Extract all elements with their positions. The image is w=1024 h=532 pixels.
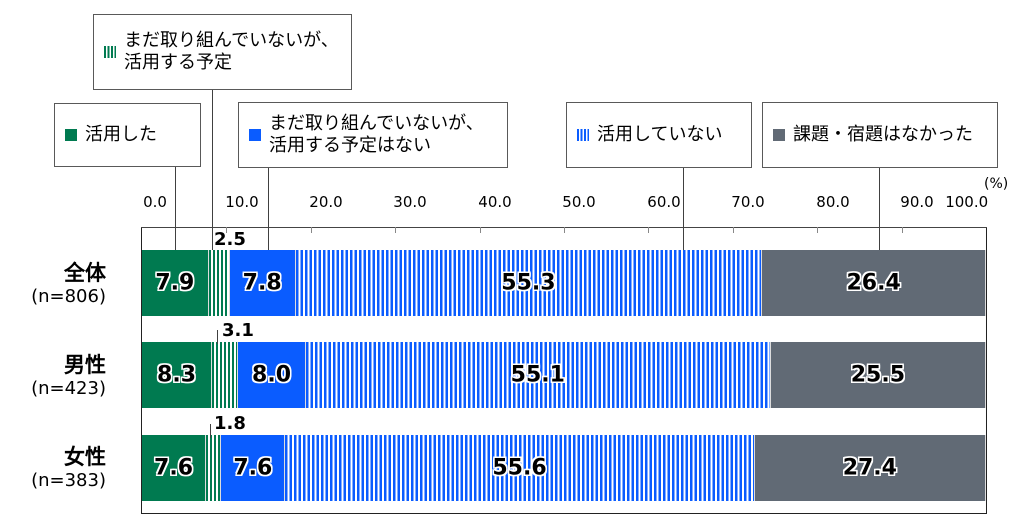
bar-value: 8.3 bbox=[157, 362, 197, 388]
x-tick-label: 100.0 bbox=[945, 193, 989, 211]
x-tick-label: 60.0 bbox=[647, 193, 681, 211]
bar-row-total: 7.9 7.8 55.3 26.4 bbox=[142, 250, 986, 316]
legend-item-none: 課題・宿題はなかった bbox=[762, 102, 998, 168]
legend-none-text: 課題・宿題はなかった bbox=[793, 124, 973, 145]
green-stripe-swatch-icon bbox=[104, 46, 116, 58]
legend-item-plan: まだ取り組んでいないが、 活用する予定 bbox=[93, 14, 352, 90]
legend-noplan-text: まだ取り組んでいないが、 活用する予定はない bbox=[269, 113, 484, 157]
bar-value: 26.4 bbox=[846, 270, 901, 296]
x-axis-tick bbox=[733, 227, 734, 233]
gray-swatch-icon bbox=[773, 129, 785, 141]
x-tick-label: 20.0 bbox=[309, 193, 343, 211]
bar-row-female: 7.6 7.6 55.6 27.4 bbox=[142, 435, 986, 501]
row-label-male: 男性 (n=423) bbox=[31, 352, 106, 400]
legend-plan-line2: 活用する予定 bbox=[124, 52, 232, 73]
legend-noplan-line1: まだ取り組んでいないが、 bbox=[269, 113, 484, 134]
green-swatch-icon bbox=[65, 129, 77, 141]
bar-value: 55.3 bbox=[501, 270, 556, 296]
row-title: 女性 bbox=[64, 445, 106, 469]
x-tick-label: 90.0 bbox=[900, 193, 934, 211]
leader-line-noplan bbox=[268, 168, 269, 260]
bar-segment-used: 8.3 bbox=[142, 342, 213, 408]
leader-line-none bbox=[879, 168, 880, 260]
bar-value: 7.8 bbox=[242, 270, 282, 296]
leader-line-plan bbox=[212, 90, 213, 250]
bar-segment-used: 7.9 bbox=[142, 250, 209, 316]
bar-segment-none: 27.4 bbox=[754, 435, 986, 501]
legend-plan-text: まだ取り組んでいないが、 活用する予定 bbox=[124, 30, 339, 74]
bar-value-plan-total: 2.5 bbox=[214, 229, 246, 250]
x-tick-label: 50.0 bbox=[562, 193, 596, 211]
x-axis-tick bbox=[480, 227, 481, 233]
bar-segment-notused: 55.3 bbox=[295, 250, 763, 316]
x-axis-tick bbox=[902, 227, 903, 233]
legend-notused-text: 活用していない bbox=[597, 124, 723, 145]
x-axis-tick bbox=[395, 227, 396, 233]
axis-unit: (%) bbox=[984, 176, 1009, 192]
bar-segment-plan bbox=[206, 435, 222, 501]
row-title: 全体 bbox=[64, 261, 106, 285]
bar-value: 8.0 bbox=[252, 362, 292, 388]
bar-value: 7.9 bbox=[155, 270, 195, 296]
plot-area bbox=[141, 227, 987, 514]
bar-segment-plan bbox=[208, 250, 230, 316]
bar-row-male: 8.3 8.0 55.1 25.5 bbox=[142, 342, 986, 408]
legend-item-noplan: まだ取り組んでいないが、 活用する予定はない bbox=[238, 102, 508, 168]
x-axis-tick bbox=[648, 227, 649, 233]
x-tick-label: 40.0 bbox=[478, 193, 512, 211]
bar-segment-noplan: 7.8 bbox=[229, 250, 296, 316]
bar-segment-notused: 55.1 bbox=[305, 342, 771, 408]
legend-noplan-line2: 活用する予定はない bbox=[269, 135, 431, 156]
bar-segment-notused: 55.6 bbox=[285, 435, 755, 501]
bar-segment-noplan: 7.6 bbox=[221, 435, 286, 501]
bar-value-plan-female: 1.8 bbox=[214, 413, 246, 434]
x-tick-label: 0.0 bbox=[143, 193, 167, 211]
row-sample-size: (n=806) bbox=[31, 286, 106, 307]
bar-value: 55.6 bbox=[492, 455, 547, 481]
x-axis-tick bbox=[564, 227, 565, 233]
bar-segment-none: 25.5 bbox=[770, 342, 986, 408]
x-axis-tick bbox=[311, 227, 312, 233]
bar-value: 7.6 bbox=[233, 455, 273, 481]
row-title: 男性 bbox=[64, 353, 106, 377]
leader-line-plan-male bbox=[217, 330, 218, 344]
legend-used-text: 活用した bbox=[85, 124, 157, 145]
row-label-total: 全体 (n=806) bbox=[31, 260, 106, 308]
x-axis-tick bbox=[817, 227, 818, 233]
row-sample-size: (n=383) bbox=[31, 470, 106, 491]
bar-value: 25.5 bbox=[850, 362, 906, 388]
bar-segment-noplan: 8.0 bbox=[238, 342, 306, 408]
x-tick-label: 80.0 bbox=[816, 193, 850, 211]
x-tick-label: 10.0 bbox=[225, 193, 259, 211]
bar-segment-none: 26.4 bbox=[762, 250, 986, 316]
bar-segment-plan bbox=[212, 342, 239, 408]
x-axis-tick bbox=[226, 227, 227, 233]
leader-line-used bbox=[175, 167, 176, 260]
x-tick-label: 30.0 bbox=[393, 193, 427, 211]
leader-line-plan-female bbox=[210, 424, 211, 438]
row-label-female: 女性 (n=383) bbox=[31, 444, 106, 492]
blue-swatch-icon bbox=[249, 129, 261, 141]
leader-line-notused bbox=[683, 168, 684, 260]
bar-value: 7.6 bbox=[154, 455, 194, 481]
bar-value: 55.1 bbox=[510, 362, 565, 388]
bar-value-plan-male: 3.1 bbox=[222, 320, 254, 341]
row-sample-size: (n=423) bbox=[31, 378, 106, 399]
legend-item-notused: 活用していない bbox=[566, 102, 752, 168]
bar-value: 27.4 bbox=[842, 455, 897, 481]
blue-stripe-swatch-icon bbox=[577, 129, 589, 141]
legend-plan-line1: まだ取り組んでいないが、 bbox=[124, 30, 339, 51]
bar-segment-used: 7.6 bbox=[142, 435, 207, 501]
legend-item-used: 活用した bbox=[54, 103, 201, 167]
x-tick-label: 70.0 bbox=[731, 193, 765, 211]
